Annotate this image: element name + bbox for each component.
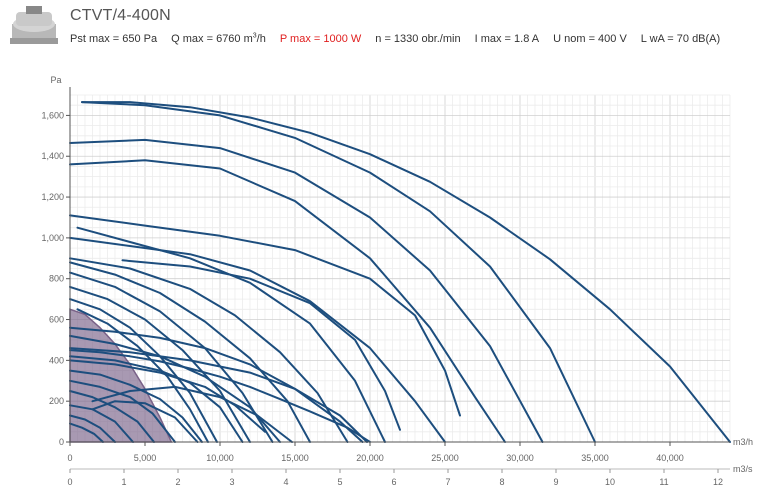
fan-curve-6 xyxy=(69,236,446,443)
x-tick-label: 20,000 xyxy=(356,453,384,463)
fan-curve-7 xyxy=(76,226,386,443)
fan-curve-chart: 0 200 400 600 800 1,000 1,200 1,400 1,600 0 5,000 1… xyxy=(41,75,753,487)
y-tick-label: 1,600 xyxy=(41,110,64,120)
x2-tick-label: 6 xyxy=(391,477,396,487)
x-axis-unit: m3/h xyxy=(733,437,753,447)
fan-curve-26 xyxy=(69,359,266,433)
fan-curve-9 xyxy=(69,257,349,443)
spec-p-max: P max = 1000 W xyxy=(279,32,362,45)
y-tick-label: 200 xyxy=(49,396,64,406)
x2-tick-label: 9 xyxy=(553,477,558,487)
spec-u-nom: U nom = 400 V xyxy=(553,32,627,45)
fan-curve-5 xyxy=(69,214,461,417)
y-tick-label: 1,000 xyxy=(41,233,64,243)
fan-curve-4 xyxy=(69,159,506,443)
roof-fan-icon xyxy=(10,6,58,44)
y-tick-label: 400 xyxy=(49,355,64,365)
x-tick-label: 0 xyxy=(67,453,72,463)
fan-curve-3 xyxy=(69,138,544,443)
fan-curve-19 xyxy=(69,369,203,443)
fan-curve-22 xyxy=(69,404,134,443)
spec-q-max: Q max = 6760 m3/h xyxy=(171,32,266,45)
fan-curve-28 xyxy=(91,400,199,443)
header: CTVT/4-400N Pst max = 650 Pa Q max = 6760… xyxy=(0,0,771,58)
x-tick-label: 30,000 xyxy=(506,453,534,463)
y-tick-label: 0 xyxy=(59,437,64,447)
x2-tick-label: 5 xyxy=(337,477,342,487)
fan-curve-16 xyxy=(69,347,368,443)
fan-curve-1 xyxy=(81,101,731,443)
y-tick-label: 800 xyxy=(49,274,64,284)
x2-tick-label: 7 xyxy=(445,477,450,487)
fan-curve-20 xyxy=(69,379,176,443)
x2-tick-label: 3 xyxy=(229,477,234,487)
y-tick-label: 1,200 xyxy=(41,192,64,202)
fan-curve-15 xyxy=(69,326,364,443)
x-tick-label: 10,000 xyxy=(206,453,234,463)
y-axis-unit: Pa xyxy=(50,75,61,85)
fan-curve-25 xyxy=(69,349,371,443)
y-tick-label: 1,400 xyxy=(41,151,64,161)
fan-curve-11 xyxy=(69,271,274,443)
x2-tick-label: 10 xyxy=(605,477,615,487)
spec-pst-max: Pst max = 650 Pa xyxy=(70,32,158,45)
fan-curve-13 xyxy=(69,298,218,443)
spec-line: Pst max = 650 Pa Q max = 6760 m3/h P max =… xyxy=(70,32,734,45)
y-tick-label: 600 xyxy=(49,315,64,325)
x-tick-label: 5,000 xyxy=(134,453,157,463)
x2-tick-label: 1 xyxy=(121,477,126,487)
fan-curve-14 xyxy=(76,308,209,443)
spec-rpm: n = 1330 obr./min xyxy=(375,32,461,45)
x2-tick-label: 11 xyxy=(659,477,668,487)
spec-lwa: L wA = 70 dB(A) xyxy=(640,32,721,45)
x-tick-label: 25,000 xyxy=(431,453,459,463)
spec-i-max: I max = 1.8 A xyxy=(474,32,540,45)
x2-tick-label: 0 xyxy=(67,477,72,487)
x2-tick-label: 8 xyxy=(499,477,504,487)
fan-curve-8 xyxy=(121,259,401,431)
fan-curve-27 xyxy=(91,385,293,443)
x2-axis-unit: m3/s xyxy=(733,464,753,474)
fan-curve-23 xyxy=(69,414,116,443)
x2-tick-label: 4 xyxy=(283,477,288,487)
fan-curve-2 xyxy=(81,101,596,443)
x-tick-label: 15,000 xyxy=(281,453,309,463)
x2-tick-label: 2 xyxy=(175,477,180,487)
x2-tick-label: 12 xyxy=(713,477,723,487)
fan-curve-21 xyxy=(69,390,155,443)
x-tick-label: 35,000 xyxy=(581,453,609,463)
product-title: CTVT/4-400N xyxy=(70,7,171,24)
fan-curve-24 xyxy=(69,422,104,443)
grid xyxy=(69,94,731,443)
x-tick-label: 40,000 xyxy=(656,453,684,463)
